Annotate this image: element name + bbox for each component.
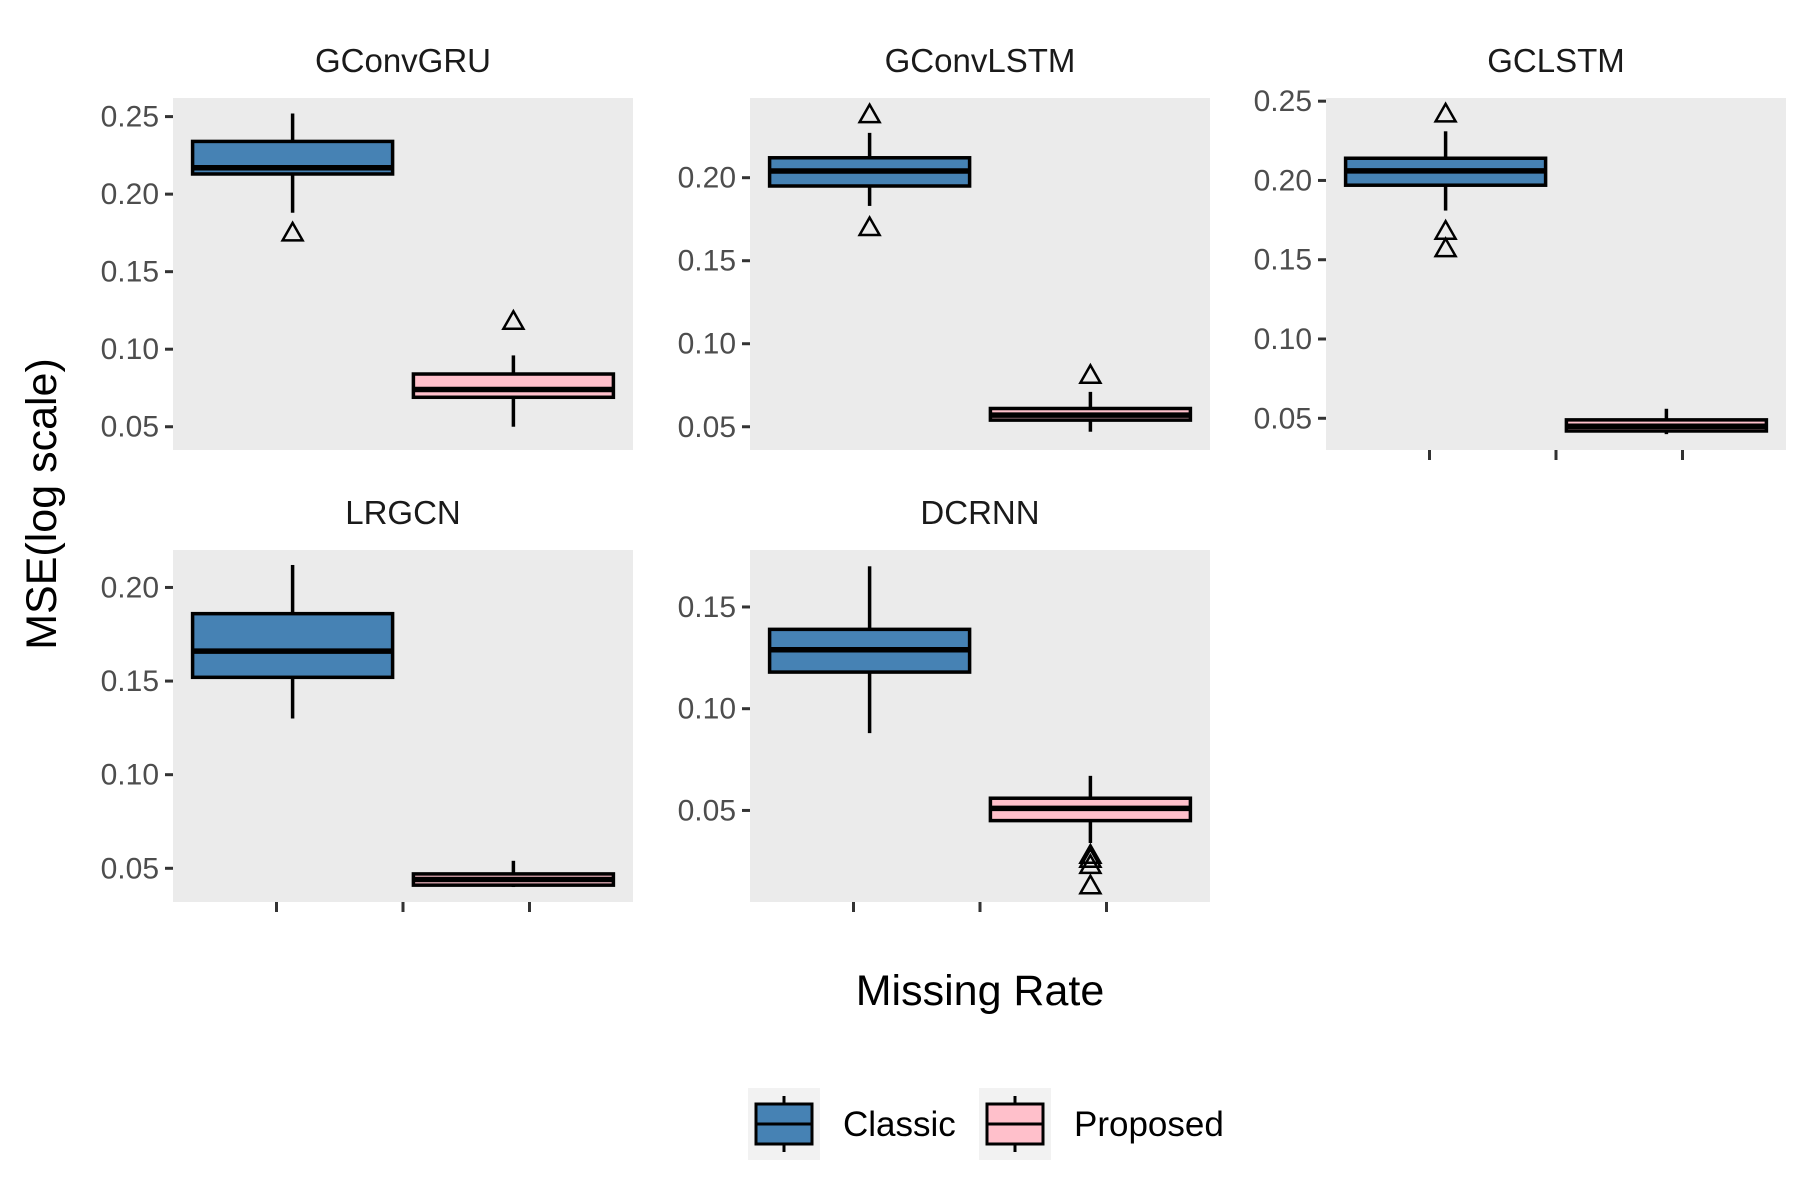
y-tick-label: 0.10: [1254, 323, 1312, 356]
box-classic: [1343, 101, 1548, 258]
y-tick-label: 0.05: [678, 411, 736, 444]
facet-title: GConvGRU: [315, 42, 491, 79]
y-tick-label: 0.10: [678, 693, 736, 726]
outlier-point: [1078, 846, 1103, 869]
outlier-point: [1433, 236, 1458, 258]
y-tick-label: 0.05: [678, 794, 736, 827]
y-tick-label: 0.10: [678, 328, 736, 361]
y-tick-label: 0.05: [101, 411, 159, 444]
facet-panel: LRGCN 0.05 0.10 0.15 0.20: [101, 494, 633, 912]
facet-title: DCRNN: [920, 494, 1039, 531]
y-tick-label: 0.05: [101, 852, 159, 885]
y-tick-label: 0.10: [101, 759, 159, 792]
outlier-point: [1078, 362, 1103, 385]
legend-item-proposed: Proposed: [979, 1088, 1224, 1160]
legend-label: Proposed: [1074, 1105, 1224, 1144]
outlier-point: [501, 308, 526, 331]
facet-title: LRGCN: [345, 494, 461, 531]
y-tick-label: 0.20: [678, 162, 736, 195]
x-axis-title: Missing Rate: [856, 967, 1105, 1015]
y-tick-label: 0.10: [101, 333, 159, 366]
facet-panel: GConvLSTM 0.05 0.10 0.15 0.20: [678, 42, 1210, 450]
y-tick-label: 0.15: [678, 591, 736, 624]
panel-background: [750, 550, 1210, 902]
outlier-point: [280, 220, 305, 242]
box-iqr: [190, 611, 395, 680]
box-proposed: [411, 308, 616, 427]
outlier-point: [857, 214, 882, 237]
box-iqr: [411, 372, 616, 400]
y-tick-label: 0.20: [101, 178, 159, 211]
y-tick-label: 0.15: [678, 245, 736, 278]
y-tick-label: 0.15: [101, 256, 159, 289]
legend-item-classic: Classic: [748, 1088, 956, 1160]
facet-panel: GConvGRU 0.05 0.10 0.15 0.20 0.25: [101, 42, 633, 450]
outlier-point: [1078, 873, 1103, 895]
box-proposed: [411, 860, 616, 888]
y-axis-title: MSE(log scale): [18, 358, 66, 650]
panel-background: [1326, 98, 1786, 450]
y-tick-label: 0.25: [101, 101, 159, 134]
y-tick-label: 0.15: [1254, 244, 1312, 277]
box-classic: [190, 564, 395, 719]
box-classic: [767, 102, 972, 237]
box-classic: [767, 566, 972, 734]
panel-background: [750, 98, 1210, 450]
outlier-point: [1433, 218, 1458, 240]
outlier-point: [1078, 842, 1103, 864]
legend: Classic Proposed: [748, 1088, 1224, 1160]
panel-background: [173, 550, 633, 902]
facet-title: GConvLSTM: [885, 42, 1076, 79]
y-tick-label: 0.05: [1254, 402, 1312, 435]
box-classic: [190, 113, 395, 242]
box-proposed: [988, 362, 1193, 432]
box-proposed: [1564, 408, 1769, 435]
facet-panel: DCRNN 0.05 0.10 0.15: [678, 494, 1210, 912]
outlier-point: [1078, 852, 1103, 875]
outlier-point: [1433, 101, 1458, 123]
outlier-point: [857, 102, 882, 124]
facet-panel: GCLSTM 0.05 0.10 0.15 0.20 0.25: [1254, 42, 1786, 460]
box-proposed: [988, 775, 1193, 895]
y-tick-label: 0.20: [101, 571, 159, 604]
facet-title: GCLSTM: [1487, 42, 1625, 79]
y-tick-label: 0.20: [1254, 164, 1312, 197]
y-tick-label: 0.15: [101, 665, 159, 698]
y-tick-label: 0.25: [1254, 85, 1312, 118]
legend-label: Classic: [843, 1105, 956, 1144]
